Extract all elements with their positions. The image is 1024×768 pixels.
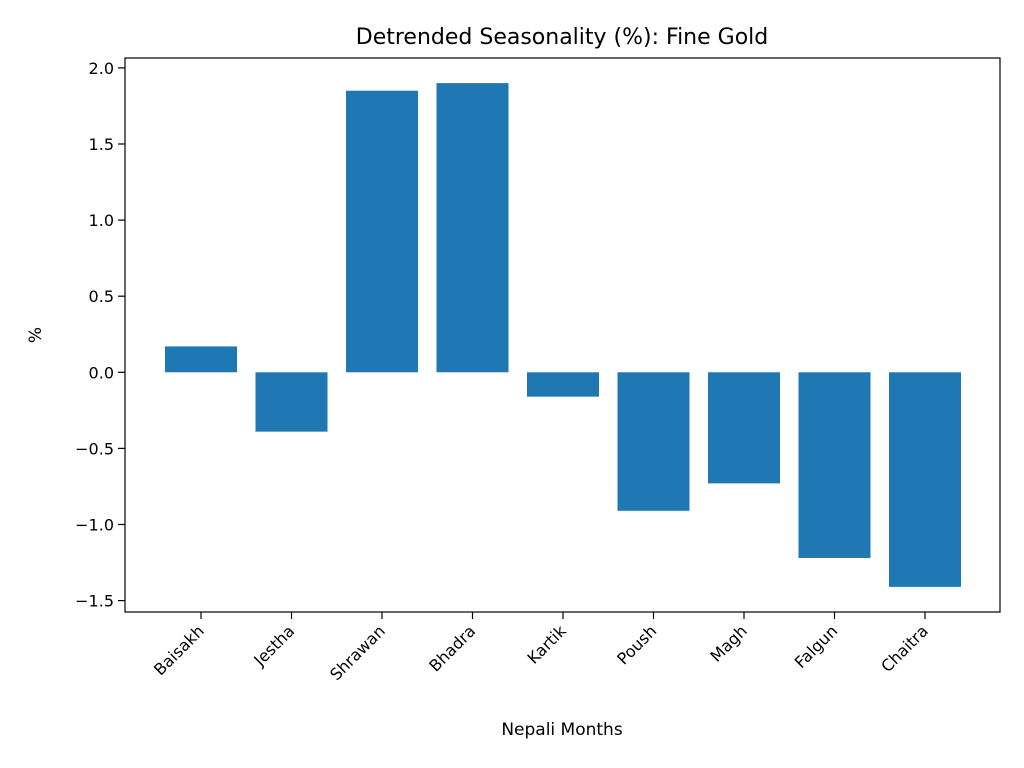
- x-axis-label: Nepali Months: [501, 720, 623, 740]
- bar-bhadra: [436, 83, 509, 373]
- bar-shrawan: [346, 90, 418, 373]
- x-tick-label-baisakh: Baisakh: [150, 621, 208, 679]
- y-tick-label: −1.0: [75, 515, 114, 534]
- x-tick-label-falgun: Falgun: [791, 621, 842, 672]
- y-tick-label: 0.5: [89, 287, 114, 306]
- y-tick-label: 1.5: [89, 135, 114, 154]
- plot-frame: [124, 57, 1001, 613]
- x-tick-label-chaitra: Chaitra: [877, 621, 932, 676]
- y-tick-label: 0.0: [89, 363, 114, 382]
- y-axis-label: %: [26, 327, 46, 343]
- bar-kartik: [527, 372, 599, 397]
- bar-poush: [617, 372, 690, 511]
- x-axis: Baisakh Jestha Shrawan Bhadra Kartik Poush Mag…: [150, 612, 932, 684]
- x-tick-label-magh: Magh: [706, 621, 750, 665]
- bar-falgun: [798, 372, 871, 558]
- bars-group: [165, 83, 961, 587]
- y-tick-label: 1.0: [89, 211, 114, 230]
- x-tick-label-bhadra: Bhadra: [425, 621, 479, 675]
- y-tick-label: −1.5: [75, 592, 114, 611]
- bar-chaitra: [889, 372, 961, 587]
- y-tick-label: 2.0: [89, 59, 114, 78]
- x-tick-label-kartik: Kartik: [523, 621, 570, 668]
- x-tick-label-poush: Poush: [613, 621, 660, 668]
- y-tick-label: −0.5: [75, 439, 114, 458]
- bar-magh: [708, 372, 780, 484]
- bar-baisakh: [165, 346, 237, 373]
- bar-jestha: [255, 372, 328, 432]
- x-tick-label-shrawan: Shrawan: [326, 621, 389, 684]
- chart-title: Detrended Seasonality (%): Fine Gold: [356, 25, 769, 50]
- y-axis: −1.5 −1.0 −0.5 0.0 0.5 1.0 1.5 2.0: [75, 59, 125, 611]
- x-tick-label-jestha: Jestha: [249, 621, 298, 670]
